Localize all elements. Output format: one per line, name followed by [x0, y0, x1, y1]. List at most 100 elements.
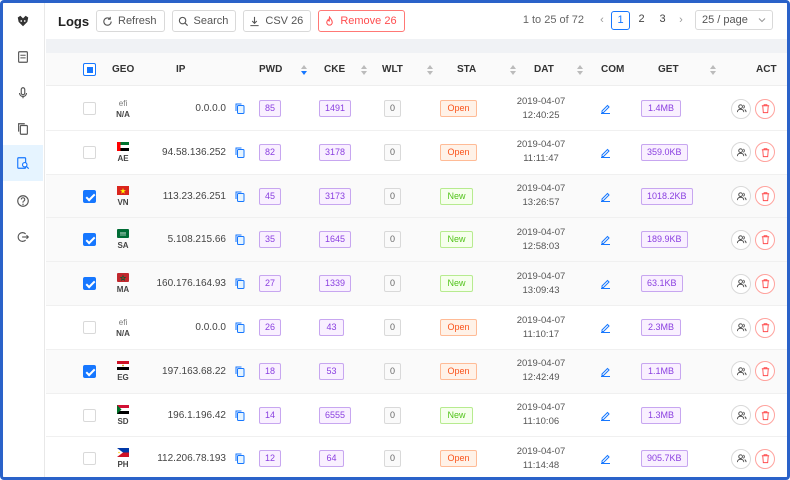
row-checkbox[interactable] [83, 350, 96, 393]
page-size-select[interactable]: 25 / page [695, 10, 773, 30]
sort-icon[interactable] [510, 65, 516, 75]
copy-ip-icon[interactable] [229, 394, 245, 437]
search-document-icon[interactable] [3, 145, 43, 181]
user-action-button[interactable] [731, 350, 751, 393]
copy-ip-icon[interactable] [229, 350, 245, 393]
country-code: EG [117, 372, 129, 382]
sort-desc-icon[interactable] [301, 65, 307, 75]
remove-button[interactable]: Remove 26 [318, 10, 405, 32]
get-size: 189.9KB [641, 231, 688, 249]
logout-icon[interactable] [3, 219, 43, 255]
refresh-button[interactable]: Refresh [96, 10, 165, 32]
user-action-button[interactable] [731, 87, 751, 130]
delete-button[interactable] [755, 218, 775, 261]
refresh-icon [103, 16, 112, 26]
select-all-checkbox[interactable] [83, 63, 96, 76]
col-act[interactable]: ACT [756, 64, 777, 75]
table-row[interactable]: efi N/A 0.0.0.0 85 1491 0 Open 2019-04-0… [46, 87, 787, 131]
copy-ip-icon[interactable] [229, 437, 245, 477]
delete-button[interactable] [755, 306, 775, 349]
page-1[interactable]: 1 [611, 10, 630, 30]
copy-ip-icon[interactable] [229, 218, 245, 261]
user-action-button[interactable] [731, 394, 751, 437]
copy-ip-icon[interactable] [229, 262, 245, 305]
row-checkbox[interactable] [83, 306, 96, 349]
row-checkbox[interactable] [83, 437, 96, 477]
search-button[interactable]: Search [171, 10, 237, 32]
delete-button[interactable] [755, 262, 775, 305]
sort-icon[interactable] [361, 65, 367, 75]
user-action-button[interactable] [731, 218, 751, 261]
csv-export-button[interactable]: CSV 26 [243, 10, 312, 32]
delete-button[interactable] [755, 131, 775, 174]
table-row[interactable]: MA 160.176.164.93 27 1339 0 New 2019-04-… [46, 262, 787, 306]
user-action-button[interactable] [731, 437, 751, 477]
col-wlt[interactable]: WLT [382, 64, 403, 75]
user-action-button[interactable] [731, 175, 751, 218]
status-badge: Open [440, 143, 477, 161]
copy-ip-icon[interactable] [229, 131, 245, 174]
user-action-button[interactable] [731, 131, 751, 174]
table-row[interactable]: VN 113.23.26.251 45 3173 0 New 2019-04-0… [46, 174, 787, 219]
country-code: N/A [116, 109, 130, 119]
row-checkbox[interactable] [83, 131, 96, 174]
col-com[interactable]: COM [601, 64, 625, 75]
table-row[interactable]: SD 196.1.196.42 14 6555 0 New 2019-04-07… [46, 394, 787, 438]
microphone-icon[interactable] [3, 75, 43, 111]
page-2[interactable]: 2 [638, 12, 645, 25]
cke-count: 64 [319, 450, 344, 468]
edit-comment-icon[interactable] [600, 437, 611, 477]
row-checkbox[interactable] [83, 87, 96, 130]
col-geo[interactable]: GEO [112, 64, 135, 75]
edit-comment-icon[interactable] [600, 350, 611, 393]
delete-button[interactable] [755, 175, 775, 218]
table-row[interactable]: AE 94.58.136.252 82 3178 0 Open 2019-04-… [46, 131, 787, 175]
copy-ip-icon[interactable] [229, 87, 245, 130]
document-icon[interactable] [3, 39, 43, 75]
delete-button[interactable] [755, 87, 775, 130]
user-action-button[interactable] [731, 262, 751, 305]
edit-comment-icon[interactable] [600, 131, 611, 174]
delete-button[interactable] [755, 350, 775, 393]
edit-comment-icon[interactable] [600, 306, 611, 349]
row-checkbox[interactable] [83, 218, 96, 261]
cke-count: 6555 [319, 406, 352, 424]
copy-ip-icon[interactable] [229, 306, 245, 349]
help-icon[interactable] [3, 183, 43, 219]
col-dat[interactable]: DAT [534, 64, 554, 75]
table-row[interactable]: efi N/A 0.0.0.0 26 43 0 Open 2019-04-07 … [46, 306, 787, 350]
table-row[interactable]: EG 197.163.68.22 18 53 0 Open 2019-04-07… [46, 349, 787, 394]
sort-icon[interactable] [577, 65, 583, 75]
table-row[interactable]: PH 112.206.78.193 12 64 0 Open 2019-04-0… [46, 437, 787, 477]
copy-ip-icon[interactable] [229, 175, 245, 218]
sort-icon[interactable] [427, 65, 433, 75]
user-action-button[interactable] [731, 306, 751, 349]
next-page-icon[interactable]: › [679, 14, 683, 26]
row-checkbox[interactable] [83, 394, 96, 437]
col-sta[interactable]: STA [457, 64, 477, 75]
users-icon [736, 410, 747, 419]
col-ip[interactable]: IP [176, 64, 186, 75]
row-checkbox[interactable] [83, 175, 96, 218]
delete-button[interactable] [755, 437, 775, 477]
edit-comment-icon[interactable] [600, 175, 611, 218]
toolbar: Logs Refresh Search CSV 26 Remove 26 1 t… [46, 3, 787, 39]
col-cke[interactable]: CKE [324, 64, 346, 75]
log-time: 11:11:47 [523, 153, 559, 165]
delete-button[interactable] [755, 394, 775, 437]
edit-comment-icon[interactable] [600, 87, 611, 130]
trash-icon [761, 366, 769, 376]
edit-comment-icon[interactable] [600, 218, 611, 261]
table-row[interactable]: SA 5.108.215.66 35 1645 0 New 2019-04-07… [46, 218, 787, 263]
logo-icon[interactable] [3, 3, 43, 39]
wlt-count: 0 [384, 275, 402, 293]
col-get[interactable]: GET [658, 64, 679, 75]
copy-icon[interactable] [3, 111, 43, 147]
sort-icon[interactable] [710, 65, 716, 75]
col-pwd[interactable]: PWD [259, 64, 283, 75]
row-checkbox[interactable] [83, 262, 96, 305]
edit-comment-icon[interactable] [600, 262, 611, 305]
page-3[interactable]: 3 [659, 12, 666, 25]
prev-page-icon[interactable]: ‹ [600, 14, 604, 26]
edit-comment-icon[interactable] [600, 394, 611, 437]
